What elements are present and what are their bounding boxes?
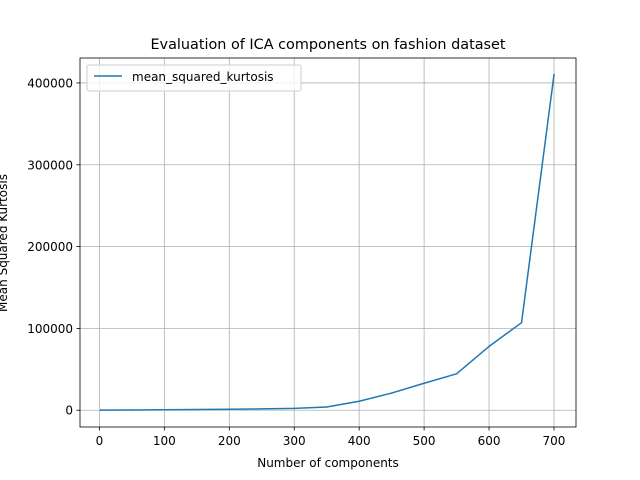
y-axis-ticks: 0 100000 200000 300000 400000	[27, 76, 80, 418]
x-tick-label: 500	[413, 434, 436, 448]
data-point	[455, 373, 458, 375]
x-axis-ticks: 0 100 200 300 400 500 600 700	[96, 427, 566, 448]
data-point	[163, 408, 166, 411]
y-axis-label: Mean Squared Kurtosis	[0, 174, 10, 312]
plot-area-frame	[79, 57, 577, 428]
y-tick-label: 0	[65, 404, 73, 418]
data-point	[488, 345, 490, 348]
data-point	[261, 408, 263, 410]
legend-box	[86, 64, 302, 92]
y-tick-label: 300000	[27, 158, 73, 172]
data-point	[390, 392, 393, 394]
x-tick-label: 600	[478, 434, 501, 448]
y-tick-label: 200000	[27, 240, 73, 254]
series-layer	[99, 73, 555, 411]
x-tick-label: 200	[218, 434, 241, 448]
x-tick-label: 100	[153, 434, 176, 448]
data-point	[520, 321, 523, 324]
data-point	[228, 408, 231, 410]
x-tick-label: 400	[348, 434, 371, 448]
series-line	[99, 73, 555, 411]
data-point	[131, 409, 133, 411]
legend-label: mean_squared_kurtosis	[132, 70, 274, 84]
data-point	[99, 409, 102, 411]
y-tick-label: 100000	[27, 322, 73, 336]
x-tick-label: 0	[96, 434, 104, 448]
x-tick-label: 700	[543, 434, 566, 448]
data-point	[553, 74, 555, 76]
x-axis-label: Number of components	[257, 456, 399, 470]
data-point	[423, 382, 425, 384]
data-point	[358, 400, 360, 402]
data-point	[325, 406, 328, 408]
data-point	[293, 407, 295, 410]
x-tick-label: 300	[283, 434, 306, 448]
chart-title: Evaluation of ICA components on fashion …	[150, 37, 505, 53]
grid	[80, 58, 576, 427]
y-tick-label: 400000	[27, 76, 73, 90]
data-point	[196, 408, 198, 411]
legend: mean_squared_kurtosis	[86, 64, 302, 92]
